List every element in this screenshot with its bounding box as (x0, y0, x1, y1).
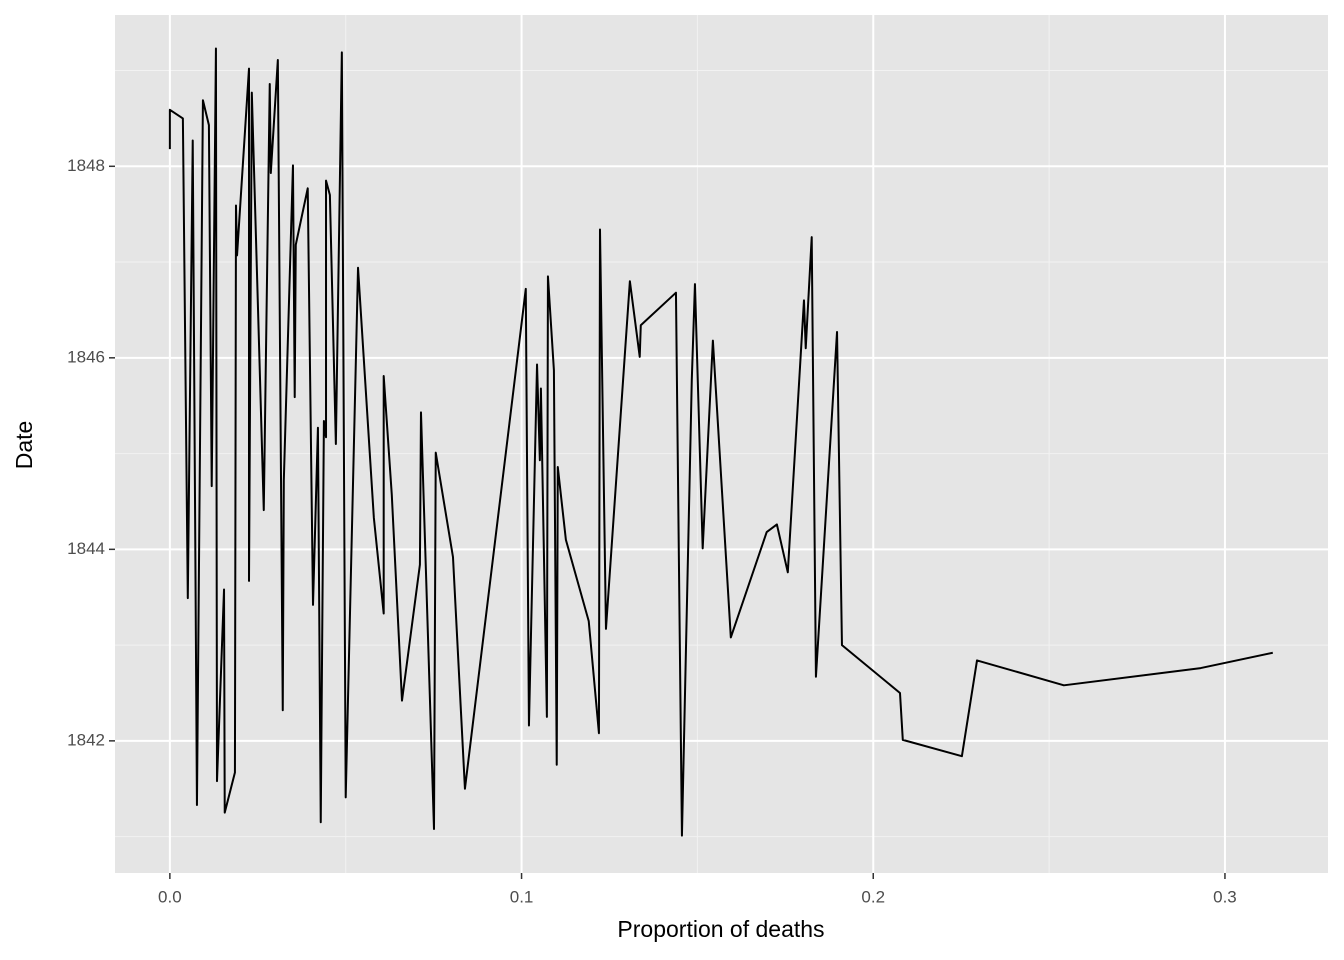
y-tick-label: 1844 (67, 539, 105, 558)
x-tick-label: 0.0 (158, 887, 182, 906)
panel (115, 15, 1328, 873)
x-tick-label: 0.1 (510, 887, 534, 906)
y-axis-title: Date (11, 421, 37, 470)
y-tick-label: 1846 (67, 347, 105, 366)
y-tick-label: 1842 (67, 730, 105, 749)
x-tick-label: 0.2 (861, 887, 885, 906)
y-tick-label: 1848 (67, 156, 105, 175)
data-line (168, 47, 1273, 837)
x-axis-title: Proportion of deaths (617, 916, 824, 942)
x-tick-label: 0.3 (1213, 887, 1237, 906)
